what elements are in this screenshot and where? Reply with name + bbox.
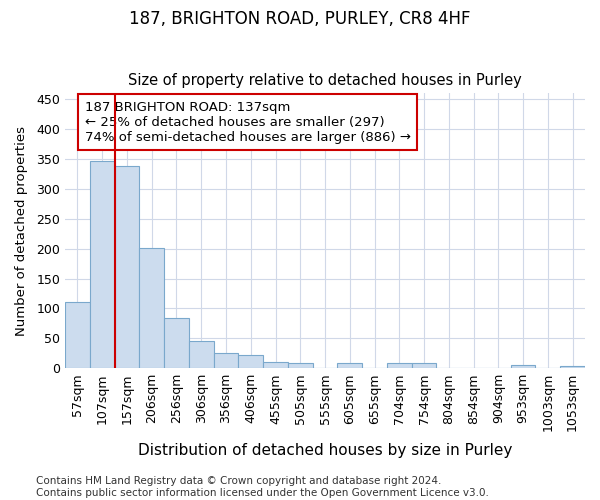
Bar	[560, 366, 585, 368]
Y-axis label: Number of detached properties: Number of detached properties	[15, 126, 28, 336]
Title: Size of property relative to detached houses in Purley: Size of property relative to detached ho…	[128, 73, 522, 88]
Bar	[288, 364, 313, 368]
Text: Contains HM Land Registry data © Crown copyright and database right 2024.
Contai: Contains HM Land Registry data © Crown c…	[36, 476, 489, 498]
Bar	[139, 248, 164, 368]
X-axis label: Distribution of detached houses by size in Purley: Distribution of detached houses by size …	[138, 442, 512, 458]
Bar	[115, 166, 139, 368]
Bar	[238, 355, 263, 368]
Bar	[214, 353, 238, 368]
Text: 187 BRIGHTON ROAD: 137sqm
← 25% of detached houses are smaller (297)
74% of semi: 187 BRIGHTON ROAD: 137sqm ← 25% of detac…	[85, 100, 411, 144]
Bar	[65, 302, 90, 368]
Bar	[263, 362, 288, 368]
Text: 187, BRIGHTON ROAD, PURLEY, CR8 4HF: 187, BRIGHTON ROAD, PURLEY, CR8 4HF	[129, 10, 471, 28]
Bar	[412, 363, 436, 368]
Bar	[164, 318, 189, 368]
Bar	[387, 364, 412, 368]
Bar	[90, 161, 115, 368]
Bar	[337, 363, 362, 368]
Bar	[511, 365, 535, 368]
Bar	[189, 340, 214, 368]
